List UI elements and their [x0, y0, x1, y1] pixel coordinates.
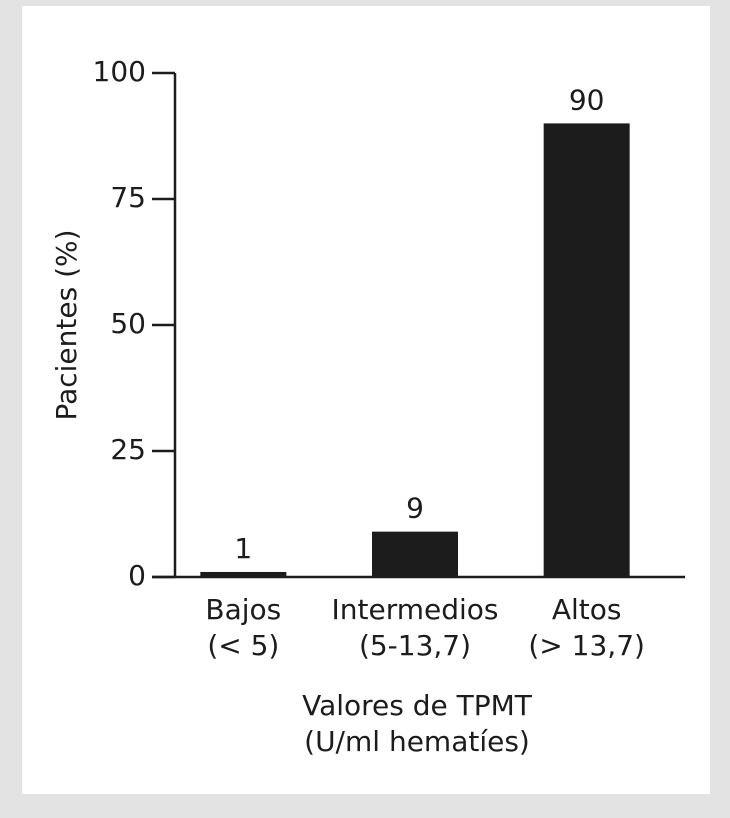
data-label: 1: [234, 532, 252, 565]
y-axis-label: Pacientes (%): [50, 229, 83, 420]
y-tick-label: 25: [110, 433, 146, 466]
y-tick-label: 100: [93, 55, 146, 88]
x-axis-label: Valores de TPMT: [302, 689, 533, 722]
x-tick-label: Altos: [552, 593, 622, 626]
x-axis-label: (U/ml hematíes): [304, 725, 530, 758]
bar: [200, 571, 287, 577]
x-tick-label: Bajos: [205, 593, 281, 626]
data-label: 9: [406, 492, 424, 525]
y-tick-label: 50: [110, 307, 146, 340]
x-tick-label: (5-13,7): [359, 629, 471, 662]
x-tick-label: (< 5): [207, 629, 279, 662]
y-tick-label: 0: [128, 559, 146, 592]
bar: [543, 123, 630, 578]
bar: [372, 531, 458, 577]
data-label: 90: [569, 83, 605, 116]
x-tick-label: (> 13,7): [528, 629, 645, 662]
x-tick-label: Intermedios: [331, 593, 498, 626]
y-tick-label: 75: [110, 181, 146, 214]
